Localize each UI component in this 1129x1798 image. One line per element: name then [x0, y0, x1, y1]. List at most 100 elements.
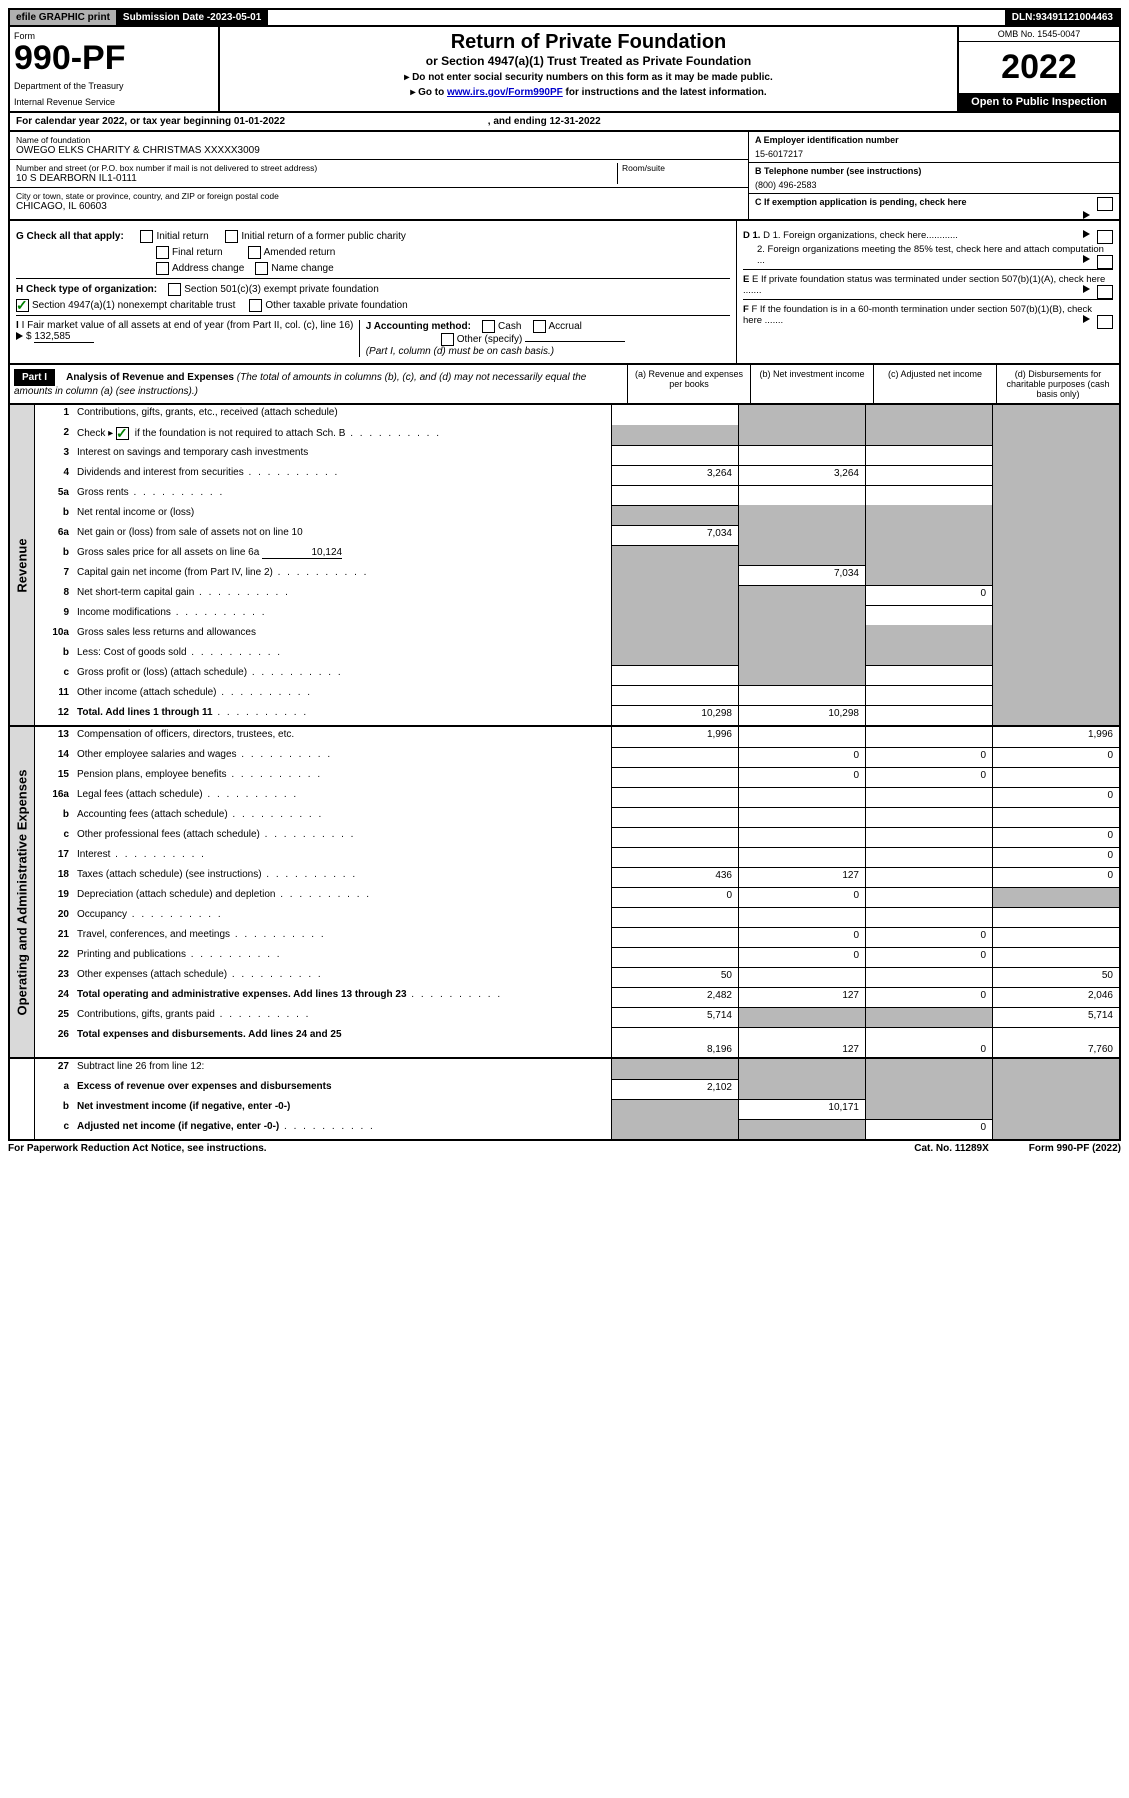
final-return-checkbox[interactable]	[156, 246, 169, 259]
col-d-header: (d) Disbursements for charitable purpose…	[996, 365, 1119, 403]
line-10c: Gross profit or (loss) (attach schedule)	[73, 665, 611, 685]
line-26: Total expenses and disbursements. Add li…	[73, 1027, 611, 1057]
expenses-rows: 13Compensation of officers, directors, t…	[35, 727, 1119, 1057]
other-taxable-checkbox[interactable]	[249, 299, 262, 312]
e-row: E E If private foundation status was ter…	[743, 269, 1113, 296]
address-change-checkbox[interactable]	[156, 262, 169, 275]
d1-row: D 1. D 1. Foreign organizations, check h…	[743, 230, 1113, 241]
h-row2: Section 4947(a)(1) nonexempt charitable …	[16, 299, 730, 312]
f-checkbox[interactable]	[1097, 315, 1113, 329]
info-block: Name of foundation OWEGO ELKS CHARITY & …	[8, 132, 1121, 221]
d1-checkbox[interactable]	[1097, 230, 1113, 244]
line-17: Interest	[73, 847, 611, 867]
line-18-txt: Taxes (attach schedule) (see instruction…	[77, 869, 262, 880]
cal-end: 12-31-2022	[549, 116, 600, 127]
name-change-checkbox[interactable]	[255, 262, 268, 275]
line-4-a: 3,264	[611, 465, 738, 485]
arrow-icon	[1083, 285, 1090, 293]
line-10a: Gross sales less returns and allowances	[73, 625, 611, 645]
checks-left: G Check all that apply: Initial return I…	[10, 221, 736, 363]
irs-link[interactable]: www.irs.gov/Form990PF	[447, 87, 563, 98]
line-21-c: 0	[865, 927, 992, 947]
final-return-label: Final return	[172, 247, 223, 258]
line-3: Interest on savings and temporary cash i…	[73, 445, 611, 465]
address-value: 10 S DEARBORN IL1-0111	[16, 173, 617, 184]
arrow-icon	[1083, 211, 1090, 219]
line-23: Other expenses (attach schedule)	[73, 967, 611, 987]
line-27b-b: 10,171	[738, 1099, 865, 1119]
line-21-b: 0	[738, 927, 865, 947]
city-label: City or town, state or province, country…	[16, 191, 742, 201]
exemption-cell: C If exemption application is pending, c…	[749, 194, 1119, 210]
line-6b: Gross sales price for all assets on line…	[73, 545, 611, 565]
line-4-b: 3,264	[738, 465, 865, 485]
other-method-checkbox[interactable]	[441, 333, 454, 346]
4947-checkbox[interactable]	[16, 299, 29, 312]
cash-label: Cash	[498, 321, 521, 332]
cash-checkbox[interactable]	[482, 320, 495, 333]
arrow-icon	[16, 332, 23, 340]
line-23-d: 50	[992, 967, 1119, 987]
d2-checkbox[interactable]	[1097, 255, 1113, 269]
foundation-name-label: Name of foundation	[16, 135, 742, 145]
city-cell: City or town, state or province, country…	[10, 188, 748, 215]
line-1: Contributions, gifts, grants, etc., rece…	[73, 405, 611, 425]
line-13-d: 1,996	[992, 727, 1119, 747]
line-20-txt: Occupancy	[77, 909, 127, 920]
spacer	[10, 1059, 35, 1139]
tax-year: 2022	[959, 42, 1119, 93]
line-19-txt: Depreciation (attach schedule) and deple…	[77, 889, 275, 900]
line2-pre: Check ▸	[77, 428, 113, 439]
4947-label: Section 4947(a)(1) nonexempt charitable …	[32, 300, 235, 311]
501c3-checkbox[interactable]	[168, 283, 181, 296]
irs-label: Internal Revenue Service	[14, 97, 214, 107]
line-24-a: 2,482	[611, 987, 738, 1007]
name-change-label: Name change	[271, 263, 333, 274]
amended-return-checkbox[interactable]	[248, 246, 261, 259]
initial-former-checkbox[interactable]	[225, 230, 238, 243]
initial-return-label: Initial return	[156, 231, 208, 242]
line-11-txt: Other income (attach schedule)	[77, 687, 217, 698]
arrow-icon	[1083, 230, 1090, 238]
header-center: Return of Private Foundation or Section …	[220, 27, 957, 111]
instruction-2: ▸ Go to www.irs.gov/Form990PF for instru…	[228, 87, 949, 98]
submission-date: Submission Date - 2023-05-01	[117, 10, 268, 25]
exemption-checkbox[interactable]	[1097, 197, 1113, 211]
line-24-b: 127	[738, 987, 865, 1007]
line-27-section: 27Subtract line 26 from line 12: aExcess…	[8, 1059, 1121, 1141]
line-8-txt: Net short-term capital gain	[77, 587, 194, 598]
revenue-side-label: Revenue	[10, 405, 35, 725]
submission-date-value: 2023-05-01	[210, 12, 261, 23]
arrow-icon	[1083, 315, 1090, 323]
line-15-b: 0	[738, 767, 865, 787]
part1-desc: Part I Analysis of Revenue and Expenses …	[10, 365, 627, 403]
line-19: Depreciation (attach schedule) and deple…	[73, 887, 611, 907]
g-row: G Check all that apply: Initial return I…	[16, 230, 730, 243]
dln-value: 93491121004463	[1036, 12, 1113, 23]
top-bar: efile GRAPHIC print Submission Date - 20…	[8, 8, 1121, 27]
line-22-txt: Printing and publications	[77, 949, 186, 960]
line-13-a: 1,996	[611, 727, 738, 747]
line-25: Contributions, gifts, grants paid	[73, 1007, 611, 1027]
address-cell: Number and street (or P.O. box number if…	[10, 160, 748, 188]
g-row2: Final return Amended return	[16, 246, 730, 259]
line-16b: Accounting fees (attach schedule)	[73, 807, 611, 827]
line-27: Subtract line 26 from line 12:	[73, 1059, 611, 1079]
cal-pre: For calendar year 2022, or tax year begi…	[16, 116, 234, 127]
accrual-checkbox[interactable]	[533, 320, 546, 333]
address-label: Number and street (or P.O. box number if…	[16, 163, 617, 173]
col-a-header: (a) Revenue and expenses per books	[627, 365, 750, 403]
line-17-txt: Interest	[77, 849, 110, 860]
e-checkbox[interactable]	[1097, 285, 1113, 299]
line-14: Other employee salaries and wages	[73, 747, 611, 767]
i-label: I Fair market value of all assets at end…	[22, 320, 354, 331]
schb-checkbox[interactable]	[116, 427, 129, 440]
line-5a: Gross rents	[73, 485, 611, 505]
efile-print-button[interactable]: efile GRAPHIC print	[10, 10, 117, 25]
line-19-b: 0	[738, 887, 865, 907]
line-4-txt: Dividends and interest from securities	[77, 467, 244, 478]
col-b-header: (b) Net investment income	[750, 365, 873, 403]
ein-value: 15-6017217	[755, 149, 1113, 159]
line-24-c: 0	[865, 987, 992, 1007]
initial-return-checkbox[interactable]	[140, 230, 153, 243]
